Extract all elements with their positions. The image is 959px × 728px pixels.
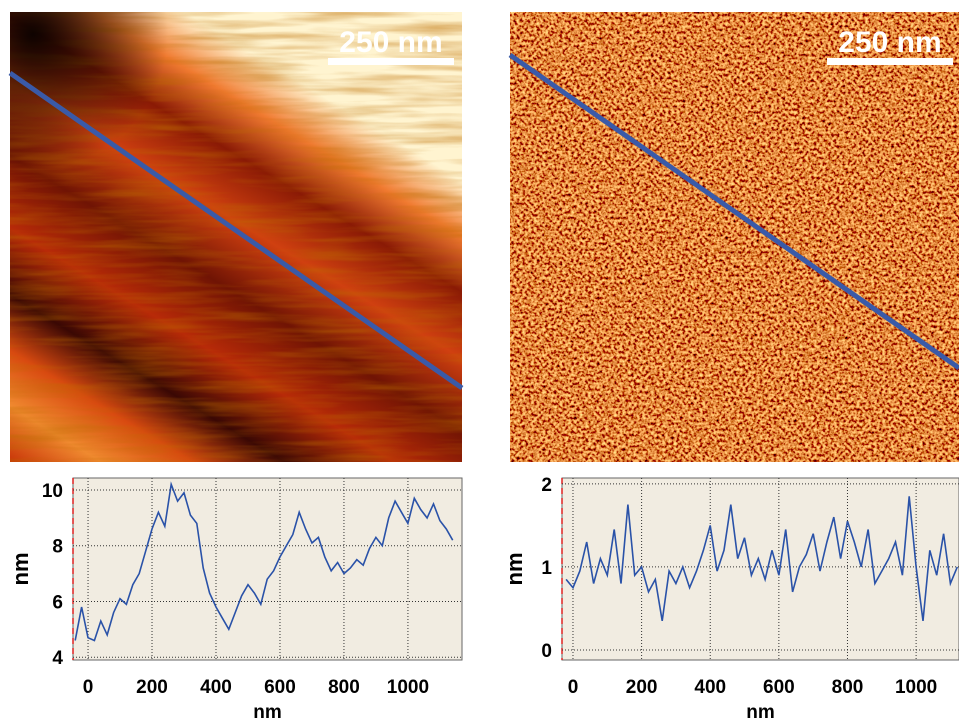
x-tick-label: 200 [626, 677, 658, 698]
y-tick-label: 2 [541, 475, 552, 496]
x-tick-label: 0 [83, 677, 94, 698]
profile-line [74, 481, 454, 642]
scale-bar-label: 250 nm [838, 26, 941, 59]
x-tick-label: 800 [832, 677, 864, 698]
x-tick-label: 800 [328, 677, 360, 698]
x-tick-label: 1000 [387, 677, 429, 698]
afm-image-left: 250 nm [8, 12, 464, 462]
x-tick-label: 1000 [895, 677, 937, 698]
x-tick-label: 400 [694, 677, 726, 698]
y-axis-label: nm [8, 553, 33, 586]
y-tick-label: 0 [541, 641, 552, 662]
x-axis-label: nm [253, 702, 282, 723]
y-tick-label: 1 [541, 558, 552, 579]
scale-bar-label: 250 nm [339, 26, 442, 59]
x-tick-label: 400 [200, 677, 232, 698]
y-tick-label: 6 [52, 592, 63, 613]
x-tick-label: 200 [136, 677, 168, 698]
y-tick-label: 10 [42, 481, 63, 502]
x-tick-label: 600 [763, 677, 795, 698]
x-axis-label: nm [746, 702, 775, 723]
x-tick-label: 0 [568, 677, 579, 698]
y-axis-label: nm [502, 553, 527, 586]
profile-line [565, 496, 959, 622]
afm-image-right: 250 nm [508, 12, 959, 462]
y-tick-label: 4 [52, 648, 63, 669]
plot-area [72, 477, 463, 661]
y-tick-label: 8 [52, 537, 63, 558]
x-tick-label: 600 [264, 677, 296, 698]
